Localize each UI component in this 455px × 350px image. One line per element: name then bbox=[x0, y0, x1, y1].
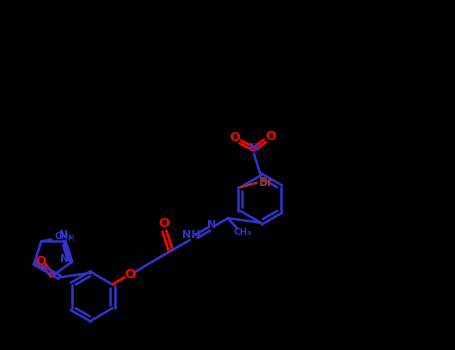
Text: O: O bbox=[159, 217, 170, 230]
Text: N: N bbox=[249, 143, 258, 153]
Text: CH₃: CH₃ bbox=[54, 232, 72, 241]
Text: O: O bbox=[124, 268, 136, 281]
Text: N: N bbox=[207, 219, 216, 230]
Text: O: O bbox=[35, 255, 46, 268]
Text: NH: NH bbox=[182, 230, 201, 239]
Text: H: H bbox=[67, 234, 73, 243]
Text: N: N bbox=[59, 230, 68, 240]
Text: N: N bbox=[60, 254, 69, 264]
Text: O: O bbox=[229, 131, 240, 144]
Text: Br: Br bbox=[259, 176, 274, 189]
Text: CH₃: CH₃ bbox=[233, 228, 252, 237]
Text: O: O bbox=[265, 130, 276, 143]
